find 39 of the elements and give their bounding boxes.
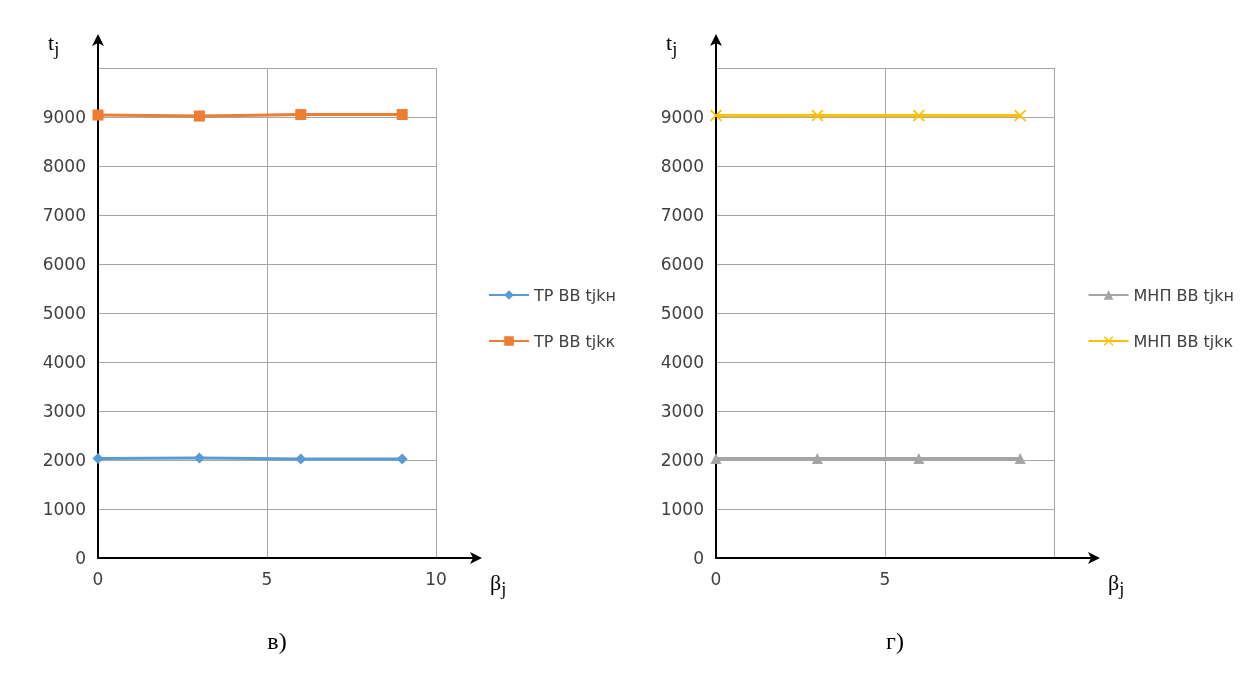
y-tick-label: 8000 [660, 156, 704, 176]
y-axis-title: t$_{j}$ [48, 30, 60, 61]
x-tick-label: 5 [879, 568, 891, 589]
y-tick-label: 6000 [42, 254, 86, 274]
y-tick-label: 5000 [42, 303, 86, 323]
x-tick-label: 10 [425, 568, 447, 589]
y-tick-label: 1000 [42, 499, 86, 519]
y-tick-label: 2000 [42, 450, 86, 470]
y-tick-label: 2000 [660, 450, 704, 470]
y-tick-label: 7000 [660, 205, 704, 225]
legend-label: ТР ВВ tjkн [533, 285, 617, 305]
x-axis-title: β$_{j}$ [1108, 570, 1125, 601]
point [396, 109, 408, 121]
y-tick-label: 4000 [42, 352, 86, 372]
point [92, 109, 104, 121]
y-tick-label: 7000 [42, 205, 86, 225]
y-tick-label: 8000 [42, 156, 86, 176]
legend-label: ТР ВВ tjkк [533, 331, 616, 351]
x-tick-label: 0 [92, 568, 104, 589]
y-tick-label: 4000 [660, 352, 704, 372]
text: в) [266, 628, 288, 655]
legend-label: МНП ВВ tjkн [1133, 285, 1234, 305]
y-tick-label: 3000 [42, 401, 86, 421]
y-tick-label: 6000 [660, 254, 704, 274]
x-tick-label: 0 [710, 568, 722, 589]
x-tick-label: 5 [261, 568, 273, 589]
y-tick-label: 9000 [42, 107, 86, 127]
y-tick-label: 5000 [660, 303, 704, 323]
legend-label: МНП ВВ tjkк [1133, 331, 1234, 351]
text: г) [885, 628, 905, 655]
y-tick-label: 0 [693, 548, 704, 568]
point [193, 110, 205, 122]
y-tick-label: 1000 [660, 499, 704, 519]
y-axis-title: t$_{j}$ [666, 30, 678, 61]
point [295, 109, 307, 121]
y-tick-label: 0 [75, 548, 86, 568]
y-tick-label: 9000 [660, 107, 704, 127]
x-axis-title: β$_{j}$ [490, 570, 507, 601]
y-tick-label: 3000 [660, 401, 704, 421]
